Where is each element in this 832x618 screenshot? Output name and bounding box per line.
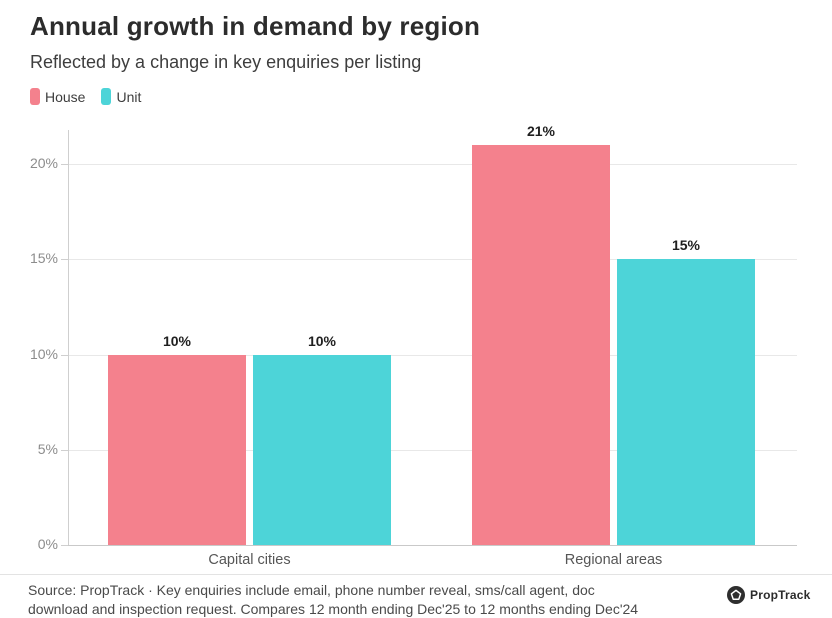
house-color-swatch bbox=[30, 88, 40, 105]
y-axis-tick-label: 10% bbox=[29, 345, 58, 362]
x-axis-category-label: Capital cities bbox=[208, 552, 291, 568]
bar-unit-capital-cities bbox=[253, 354, 391, 545]
source-note-line-2: download and inspection request. Compare… bbox=[28, 600, 639, 617]
bar-value-label: 10% bbox=[162, 332, 192, 349]
y-axis-tick bbox=[61, 164, 68, 166]
bar-value-label: 10% bbox=[307, 332, 337, 349]
y-axis-tick-label: 20% bbox=[29, 155, 58, 172]
gridline-20% bbox=[68, 164, 797, 166]
x-axis-line bbox=[68, 545, 797, 546]
legend-label-house: House bbox=[45, 88, 86, 105]
source-note: Source: PropTrack · Key enquiries includ… bbox=[28, 581, 728, 618]
y-axis-tick-label: 5% bbox=[37, 440, 58, 457]
gridline-15% bbox=[68, 259, 797, 261]
y-axis-tick bbox=[61, 545, 68, 546]
legend: House Unit bbox=[30, 88, 141, 105]
bar-house-capital-cities bbox=[108, 354, 246, 545]
bar-house-regional-areas bbox=[472, 145, 610, 545]
chart-subtitle: Reflected by a change in key enquiries p… bbox=[30, 52, 422, 72]
source-note-line-1: Source: PropTrack · Key enquiries includ… bbox=[28, 582, 595, 598]
proptrack-logo-icon bbox=[727, 586, 745, 604]
y-axis-tick bbox=[61, 259, 68, 261]
y-axis-tick-label: 0% bbox=[37, 536, 58, 552]
chart-title: Annual growth in demand by region bbox=[30, 11, 481, 41]
legend-item-house: House bbox=[30, 88, 85, 105]
bar-value-label: 15% bbox=[671, 237, 701, 254]
y-axis-tick bbox=[61, 354, 68, 356]
unit-color-swatch bbox=[101, 88, 112, 105]
x-axis-category-label: Regional areas bbox=[564, 552, 663, 568]
legend-label-unit: Unit bbox=[116, 88, 142, 105]
proptrack-logo-text: PropTrack bbox=[750, 588, 811, 602]
footer-divider bbox=[0, 574, 832, 575]
legend-item-unit: Unit bbox=[101, 88, 141, 105]
proptrack-logo: PropTrack bbox=[727, 586, 811, 604]
gridline-5% bbox=[68, 449, 797, 451]
bar-unit-regional-areas bbox=[617, 259, 755, 545]
y-axis-tick bbox=[61, 449, 68, 451]
y-axis-tick-label: 15% bbox=[29, 250, 58, 267]
y-axis-line bbox=[68, 130, 69, 545]
gridline-10% bbox=[68, 354, 797, 356]
bar-value-label: 21% bbox=[526, 123, 556, 140]
